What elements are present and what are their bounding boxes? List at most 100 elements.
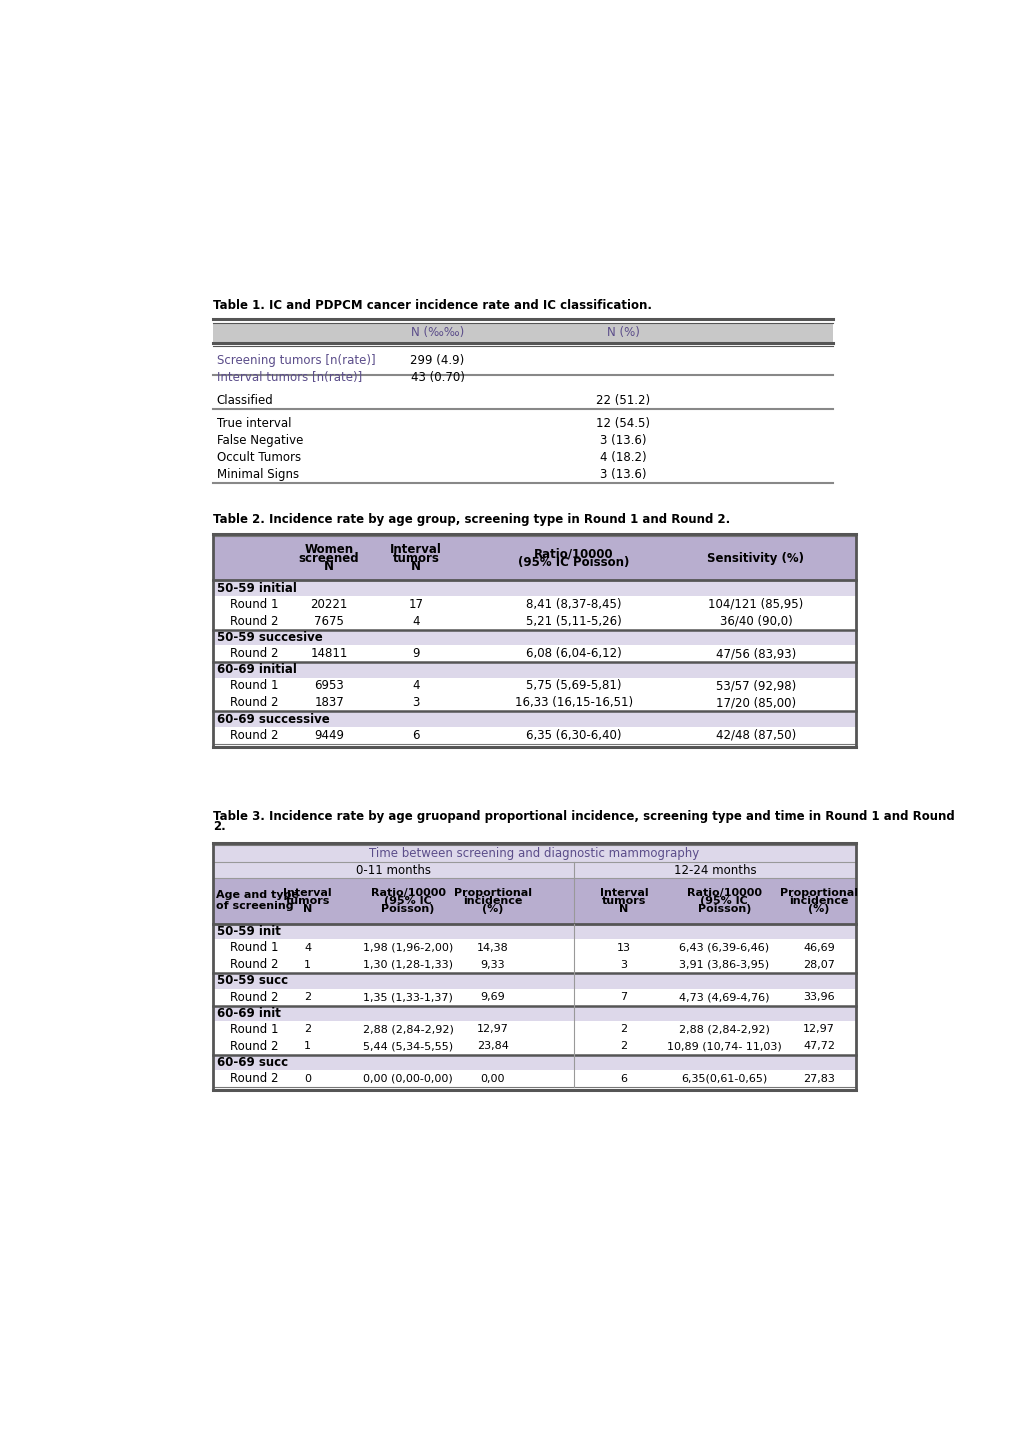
Text: Age and type: Age and type — [216, 890, 299, 900]
Text: 2: 2 — [304, 991, 311, 1001]
Text: 17: 17 — [409, 597, 423, 610]
Text: Proportional: Proportional — [780, 887, 857, 898]
Text: 3: 3 — [620, 960, 627, 970]
Text: N: N — [324, 560, 334, 573]
Text: 3 (13.6): 3 (13.6) — [599, 468, 646, 481]
Text: 22 (51.2): 22 (51.2) — [596, 394, 650, 407]
Text: 7675: 7675 — [314, 615, 343, 628]
Bar — [213, 711, 855, 727]
Text: Occult Tumors: Occult Tumors — [216, 450, 301, 463]
Text: 53/57 (92,98): 53/57 (92,98) — [715, 680, 795, 693]
Text: 6,43 (6,39-6,46): 6,43 (6,39-6,46) — [679, 942, 768, 952]
Text: 4 (18.2): 4 (18.2) — [599, 450, 646, 463]
Text: Table 3. Incidence rate by age gruopand proportional incidence, screening type a: Table 3. Incidence rate by age gruopand … — [213, 810, 954, 823]
Text: 0,00 (0,00-0,00): 0,00 (0,00-0,00) — [363, 1074, 452, 1084]
Text: 6953: 6953 — [314, 680, 343, 693]
Text: 47,72: 47,72 — [802, 1042, 835, 1052]
Text: 42/48 (87,50): 42/48 (87,50) — [715, 729, 795, 742]
Text: 33,96: 33,96 — [803, 991, 835, 1001]
Text: N: N — [303, 903, 312, 913]
Text: 13: 13 — [616, 942, 631, 952]
Text: Round 1: Round 1 — [229, 680, 278, 693]
Text: 3 (13.6): 3 (13.6) — [599, 434, 646, 447]
Text: 1,30 (1,28-1,33): 1,30 (1,28-1,33) — [363, 960, 452, 970]
Text: N (%): N (%) — [606, 326, 639, 339]
Text: tumors: tumors — [601, 896, 645, 906]
Text: incidence: incidence — [463, 896, 522, 906]
Text: 4: 4 — [412, 615, 420, 628]
Text: Women: Women — [305, 543, 354, 556]
Text: Round 2: Round 2 — [229, 1040, 278, 1053]
Text: N: N — [619, 903, 628, 913]
Text: Sensitivity (%): Sensitivity (%) — [707, 551, 804, 564]
Text: Classified: Classified — [216, 394, 273, 407]
Bar — [213, 973, 855, 988]
Text: 0-11 months: 0-11 months — [356, 863, 430, 876]
Text: 3: 3 — [412, 697, 419, 710]
Text: Round 2: Round 2 — [229, 646, 278, 659]
Text: Interval: Interval — [599, 887, 648, 898]
Text: 9: 9 — [412, 646, 420, 659]
Text: Interval tumors [n(rate)]: Interval tumors [n(rate)] — [216, 371, 362, 384]
Bar — [213, 863, 855, 877]
Text: 5,21 (5,11-5,26): 5,21 (5,11-5,26) — [526, 615, 622, 628]
Text: 60-69 initial: 60-69 initial — [216, 664, 297, 677]
Text: screened: screened — [299, 551, 359, 564]
Text: 6,08 (6,04-6,12): 6,08 (6,04-6,12) — [526, 646, 622, 659]
Text: 60-69 succ: 60-69 succ — [216, 1056, 287, 1069]
Text: 1,35 (1,33-1,37): 1,35 (1,33-1,37) — [363, 991, 452, 1001]
Text: 27,83: 27,83 — [803, 1074, 835, 1084]
Text: 2: 2 — [620, 1042, 627, 1052]
Text: 6: 6 — [620, 1074, 627, 1084]
Text: 1837: 1837 — [314, 697, 343, 710]
Text: 5,44 (5,34-5,55): 5,44 (5,34-5,55) — [363, 1042, 452, 1052]
Text: Proportional: Proportional — [453, 887, 531, 898]
Text: 60-69 successive: 60-69 successive — [216, 713, 329, 726]
Text: 12-24 months: 12-24 months — [674, 863, 756, 876]
Text: Round 1: Round 1 — [229, 1023, 278, 1036]
Text: 20221: 20221 — [310, 597, 347, 610]
Bar — [213, 662, 855, 678]
Text: 14811: 14811 — [310, 646, 347, 659]
Bar — [213, 535, 855, 580]
Text: Round 1: Round 1 — [229, 597, 278, 610]
Text: Time between screening and diagnostic mammography: Time between screening and diagnostic ma… — [369, 847, 699, 860]
Text: 50-59 succesive: 50-59 succesive — [216, 631, 322, 644]
Text: N (‰‰): N (‰‰) — [411, 326, 464, 339]
Text: Interval: Interval — [283, 887, 332, 898]
Text: Round 2: Round 2 — [229, 729, 278, 742]
Text: 4: 4 — [304, 942, 311, 952]
Text: 5,75 (5,69-5,81): 5,75 (5,69-5,81) — [526, 680, 622, 693]
Text: 12,97: 12,97 — [803, 1025, 835, 1035]
Bar — [213, 580, 855, 596]
Text: incidence: incidence — [789, 896, 848, 906]
Text: False Negative: False Negative — [216, 434, 303, 447]
Text: Ratio/10000: Ratio/10000 — [534, 547, 613, 560]
Text: 9449: 9449 — [314, 729, 343, 742]
Text: of screening: of screening — [216, 902, 293, 911]
Text: 6,35 (6,30-6,40): 6,35 (6,30-6,40) — [526, 729, 622, 742]
Text: 2,88 (2,84-2,92): 2,88 (2,84-2,92) — [679, 1025, 769, 1035]
Text: 3,91 (3,86-3,95): 3,91 (3,86-3,95) — [679, 960, 768, 970]
Text: (%): (%) — [482, 903, 503, 913]
Text: 50-59 succ: 50-59 succ — [216, 974, 287, 987]
Text: 0,00: 0,00 — [480, 1074, 504, 1084]
Text: 16,33 (16,15-16,51): 16,33 (16,15-16,51) — [515, 697, 633, 710]
Bar — [213, 846, 855, 863]
Text: 43 (0.70): 43 (0.70) — [411, 371, 464, 384]
Text: Interval: Interval — [389, 543, 441, 556]
Text: 6: 6 — [412, 729, 420, 742]
Text: Round 2: Round 2 — [229, 958, 278, 971]
Text: 14,38: 14,38 — [476, 942, 508, 952]
Text: Table 1. IC and PDPCM cancer incidence rate and IC classification.: Table 1. IC and PDPCM cancer incidence r… — [213, 299, 651, 312]
Text: 6,35(0,61-0,65): 6,35(0,61-0,65) — [681, 1074, 766, 1084]
Bar — [213, 1006, 855, 1022]
Text: Round 2: Round 2 — [229, 697, 278, 710]
Text: Ratio/10000: Ratio/10000 — [370, 887, 445, 898]
Text: N: N — [411, 560, 421, 573]
Text: Round 2: Round 2 — [229, 615, 278, 628]
Text: 8,41 (8,37-8,45): 8,41 (8,37-8,45) — [526, 597, 622, 610]
Text: 299 (4.9): 299 (4.9) — [410, 354, 465, 367]
Text: 10,89 (10,74- 11,03): 10,89 (10,74- 11,03) — [666, 1042, 781, 1052]
Text: True interval: True interval — [216, 417, 290, 430]
